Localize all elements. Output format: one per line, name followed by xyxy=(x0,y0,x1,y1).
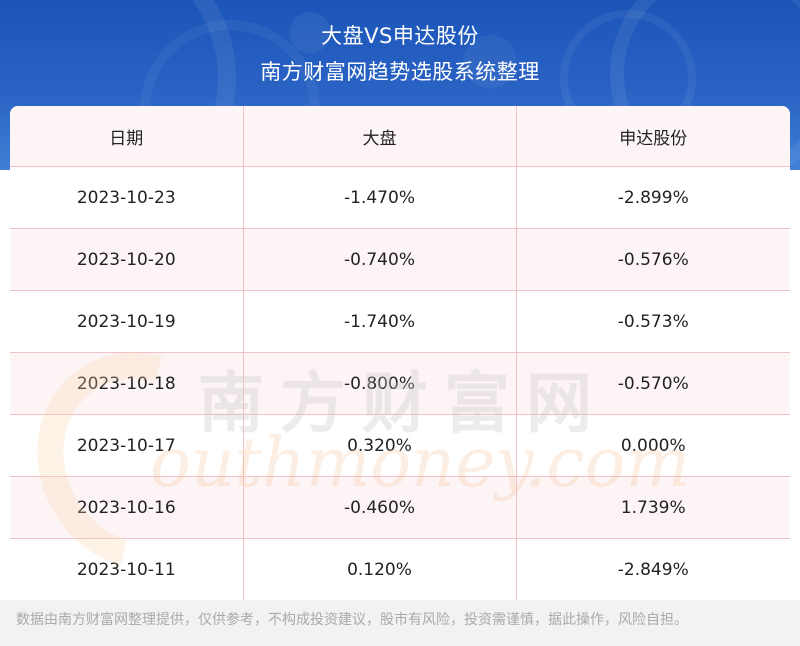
page-subtitle: 南方财富网趋势选股系统整理 xyxy=(260,60,540,84)
comparison-table: 日期 大盘 申达股份 2023-10-23 -1.470% -2.899% 20… xyxy=(10,106,790,600)
decorative-pattern xyxy=(250,4,550,100)
stock-change-cell: 0.000% xyxy=(516,414,790,477)
column-header-market: 大盘 xyxy=(243,106,517,167)
page-title: 大盘VS申达股份 xyxy=(321,24,479,48)
table-row: 2023-10-17 0.320% 0.000% xyxy=(10,414,790,477)
date-cell: 2023-10-20 xyxy=(10,228,244,291)
table-row: 2023-10-18 -0.800% -0.570% xyxy=(10,352,790,415)
date-cell: 2023-10-18 xyxy=(10,352,244,415)
stock-change-cell: -0.573% xyxy=(516,290,790,353)
table-row: 2023-10-16 -0.460% 1.739% xyxy=(10,476,790,539)
stock-change-cell: -0.576% xyxy=(516,228,790,291)
market-change-cell: 0.120% xyxy=(243,538,517,600)
table-row: 2023-10-23 -1.470% -2.899% xyxy=(10,166,790,229)
table-row: 2023-10-19 -1.740% -0.573% xyxy=(10,290,790,353)
column-header-date: 日期 xyxy=(10,106,244,167)
market-change-cell: -0.460% xyxy=(243,476,517,539)
table-row: 2023-10-11 0.120% -2.849% xyxy=(10,538,790,600)
decorative-ring xyxy=(140,20,320,170)
date-cell: 2023-10-16 xyxy=(10,476,244,539)
table-header-row: 日期 大盘 申达股份 xyxy=(10,106,790,167)
column-header-stock: 申达股份 xyxy=(516,106,790,167)
market-change-cell: -1.470% xyxy=(243,166,517,229)
date-cell: 2023-10-17 xyxy=(10,414,244,477)
date-cell: 2023-10-19 xyxy=(10,290,244,353)
market-change-cell: -0.800% xyxy=(243,352,517,415)
market-change-cell: -1.740% xyxy=(243,290,517,353)
footer: 数据由南方财富网整理提供，仅供参考，不构成投资建议，股市有风险，投资需谨慎，据此… xyxy=(0,600,800,646)
stock-change-cell: -2.899% xyxy=(516,166,790,229)
market-change-cell: -0.740% xyxy=(243,228,517,291)
stock-change-cell: -2.849% xyxy=(516,538,790,600)
comparison-table-card: 日期 大盘 申达股份 2023-10-23 -1.470% -2.899% 20… xyxy=(10,106,790,600)
date-cell: 2023-10-11 xyxy=(10,538,244,600)
date-cell: 2023-10-23 xyxy=(10,166,244,229)
disclaimer-text: 数据由南方财富网整理提供，仅供参考，不构成投资建议，股市有风险，投资需谨慎，据此… xyxy=(16,612,688,628)
table-row: 2023-10-20 -0.740% -0.576% xyxy=(10,228,790,291)
market-change-cell: 0.320% xyxy=(243,414,517,477)
stock-change-cell: -0.570% xyxy=(516,352,790,415)
stock-change-cell: 1.739% xyxy=(516,476,790,539)
